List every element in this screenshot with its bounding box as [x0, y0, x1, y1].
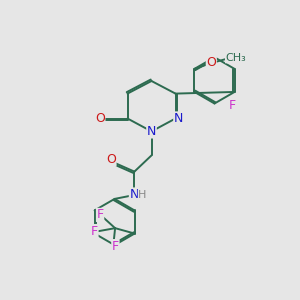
Text: F: F [97, 208, 104, 221]
Text: H: H [138, 190, 147, 200]
Text: N: N [174, 112, 183, 125]
Text: F: F [112, 240, 119, 253]
Text: N: N [129, 188, 139, 201]
Text: O: O [95, 112, 105, 125]
Text: O: O [206, 56, 216, 69]
Text: F: F [91, 225, 98, 238]
Text: F: F [229, 99, 236, 112]
Text: CH₃: CH₃ [226, 53, 246, 63]
Text: N: N [147, 125, 156, 138]
Text: O: O [106, 153, 116, 166]
